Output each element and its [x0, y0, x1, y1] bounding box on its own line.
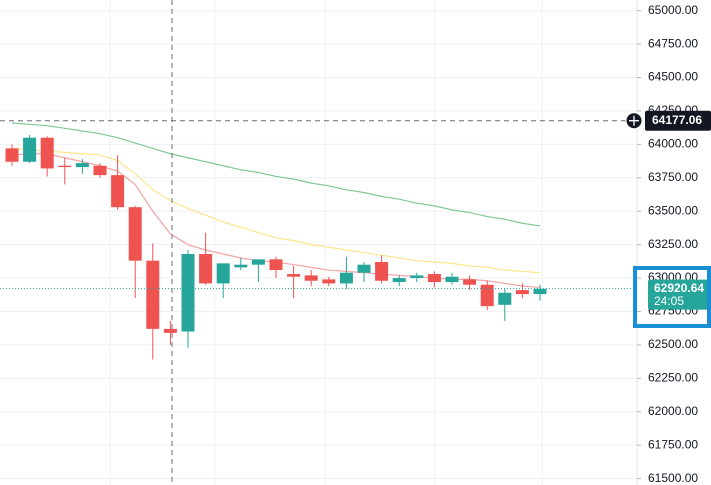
- candle-body: [322, 279, 336, 284]
- y-tick-label: 62250.00: [648, 370, 698, 384]
- candle-body: [304, 275, 318, 281]
- y-tick-label: 63250.00: [648, 237, 698, 251]
- y-tick-label: 63500.00: [648, 203, 698, 217]
- y-tick-label: 62000.00: [648, 404, 698, 418]
- candle-body: [357, 264, 371, 273]
- countdown-label: 24:05: [654, 294, 684, 308]
- candle-body: [93, 165, 107, 176]
- plus-icon: [629, 115, 639, 126]
- candle-body: [463, 279, 477, 285]
- candle-body: [269, 259, 283, 271]
- candle-body: [480, 284, 494, 307]
- candle-body: [251, 259, 265, 265]
- highlight-frame: [633, 266, 711, 328]
- y-tick-label: 63750.00: [648, 170, 698, 184]
- candle-body: [75, 163, 89, 168]
- y-tick-label: 64750.00: [648, 36, 698, 50]
- y-tick-label: 61500.00: [648, 471, 698, 485]
- candle-body: [234, 264, 248, 268]
- candle-body: [339, 272, 353, 284]
- candle-body: [5, 148, 19, 162]
- crosshair-label: 64177.06: [652, 113, 702, 127]
- candle-body: [40, 137, 54, 169]
- moving-average: [11, 147, 541, 274]
- y-tick-label: 64000.00: [648, 137, 698, 151]
- crosshair-label-box: [645, 110, 711, 131]
- candle-body: [163, 328, 177, 333]
- candle-body: [287, 274, 301, 277]
- y-tick-label: 61750.00: [648, 437, 698, 451]
- candle-body: [23, 137, 37, 162]
- candle-body: [216, 263, 230, 284]
- candle-body: [515, 290, 529, 295]
- candle-body: [410, 275, 424, 279]
- moving-average: [11, 122, 541, 227]
- y-tick-label: 62500.00: [648, 337, 698, 351]
- y-tick-label: 65000.00: [648, 3, 698, 17]
- last-price-label: 62920.64: [654, 281, 704, 295]
- candle-body: [392, 278, 406, 283]
- candle-body: [498, 292, 512, 305]
- y-tick-label: 64500.00: [648, 70, 698, 84]
- candle-body: [375, 262, 389, 281]
- candle-body: [445, 276, 459, 283]
- candle-body: [111, 175, 125, 208]
- candle-body: [533, 288, 547, 295]
- candle-body: [58, 165, 72, 168]
- candle-body: [199, 253, 213, 284]
- last-price-box: [648, 279, 708, 310]
- candle-body: [427, 274, 441, 283]
- candle-body: [128, 207, 142, 261]
- candle-body: [181, 253, 195, 332]
- vertical-grid: [109, 0, 543, 485]
- candle-body: [146, 260, 160, 329]
